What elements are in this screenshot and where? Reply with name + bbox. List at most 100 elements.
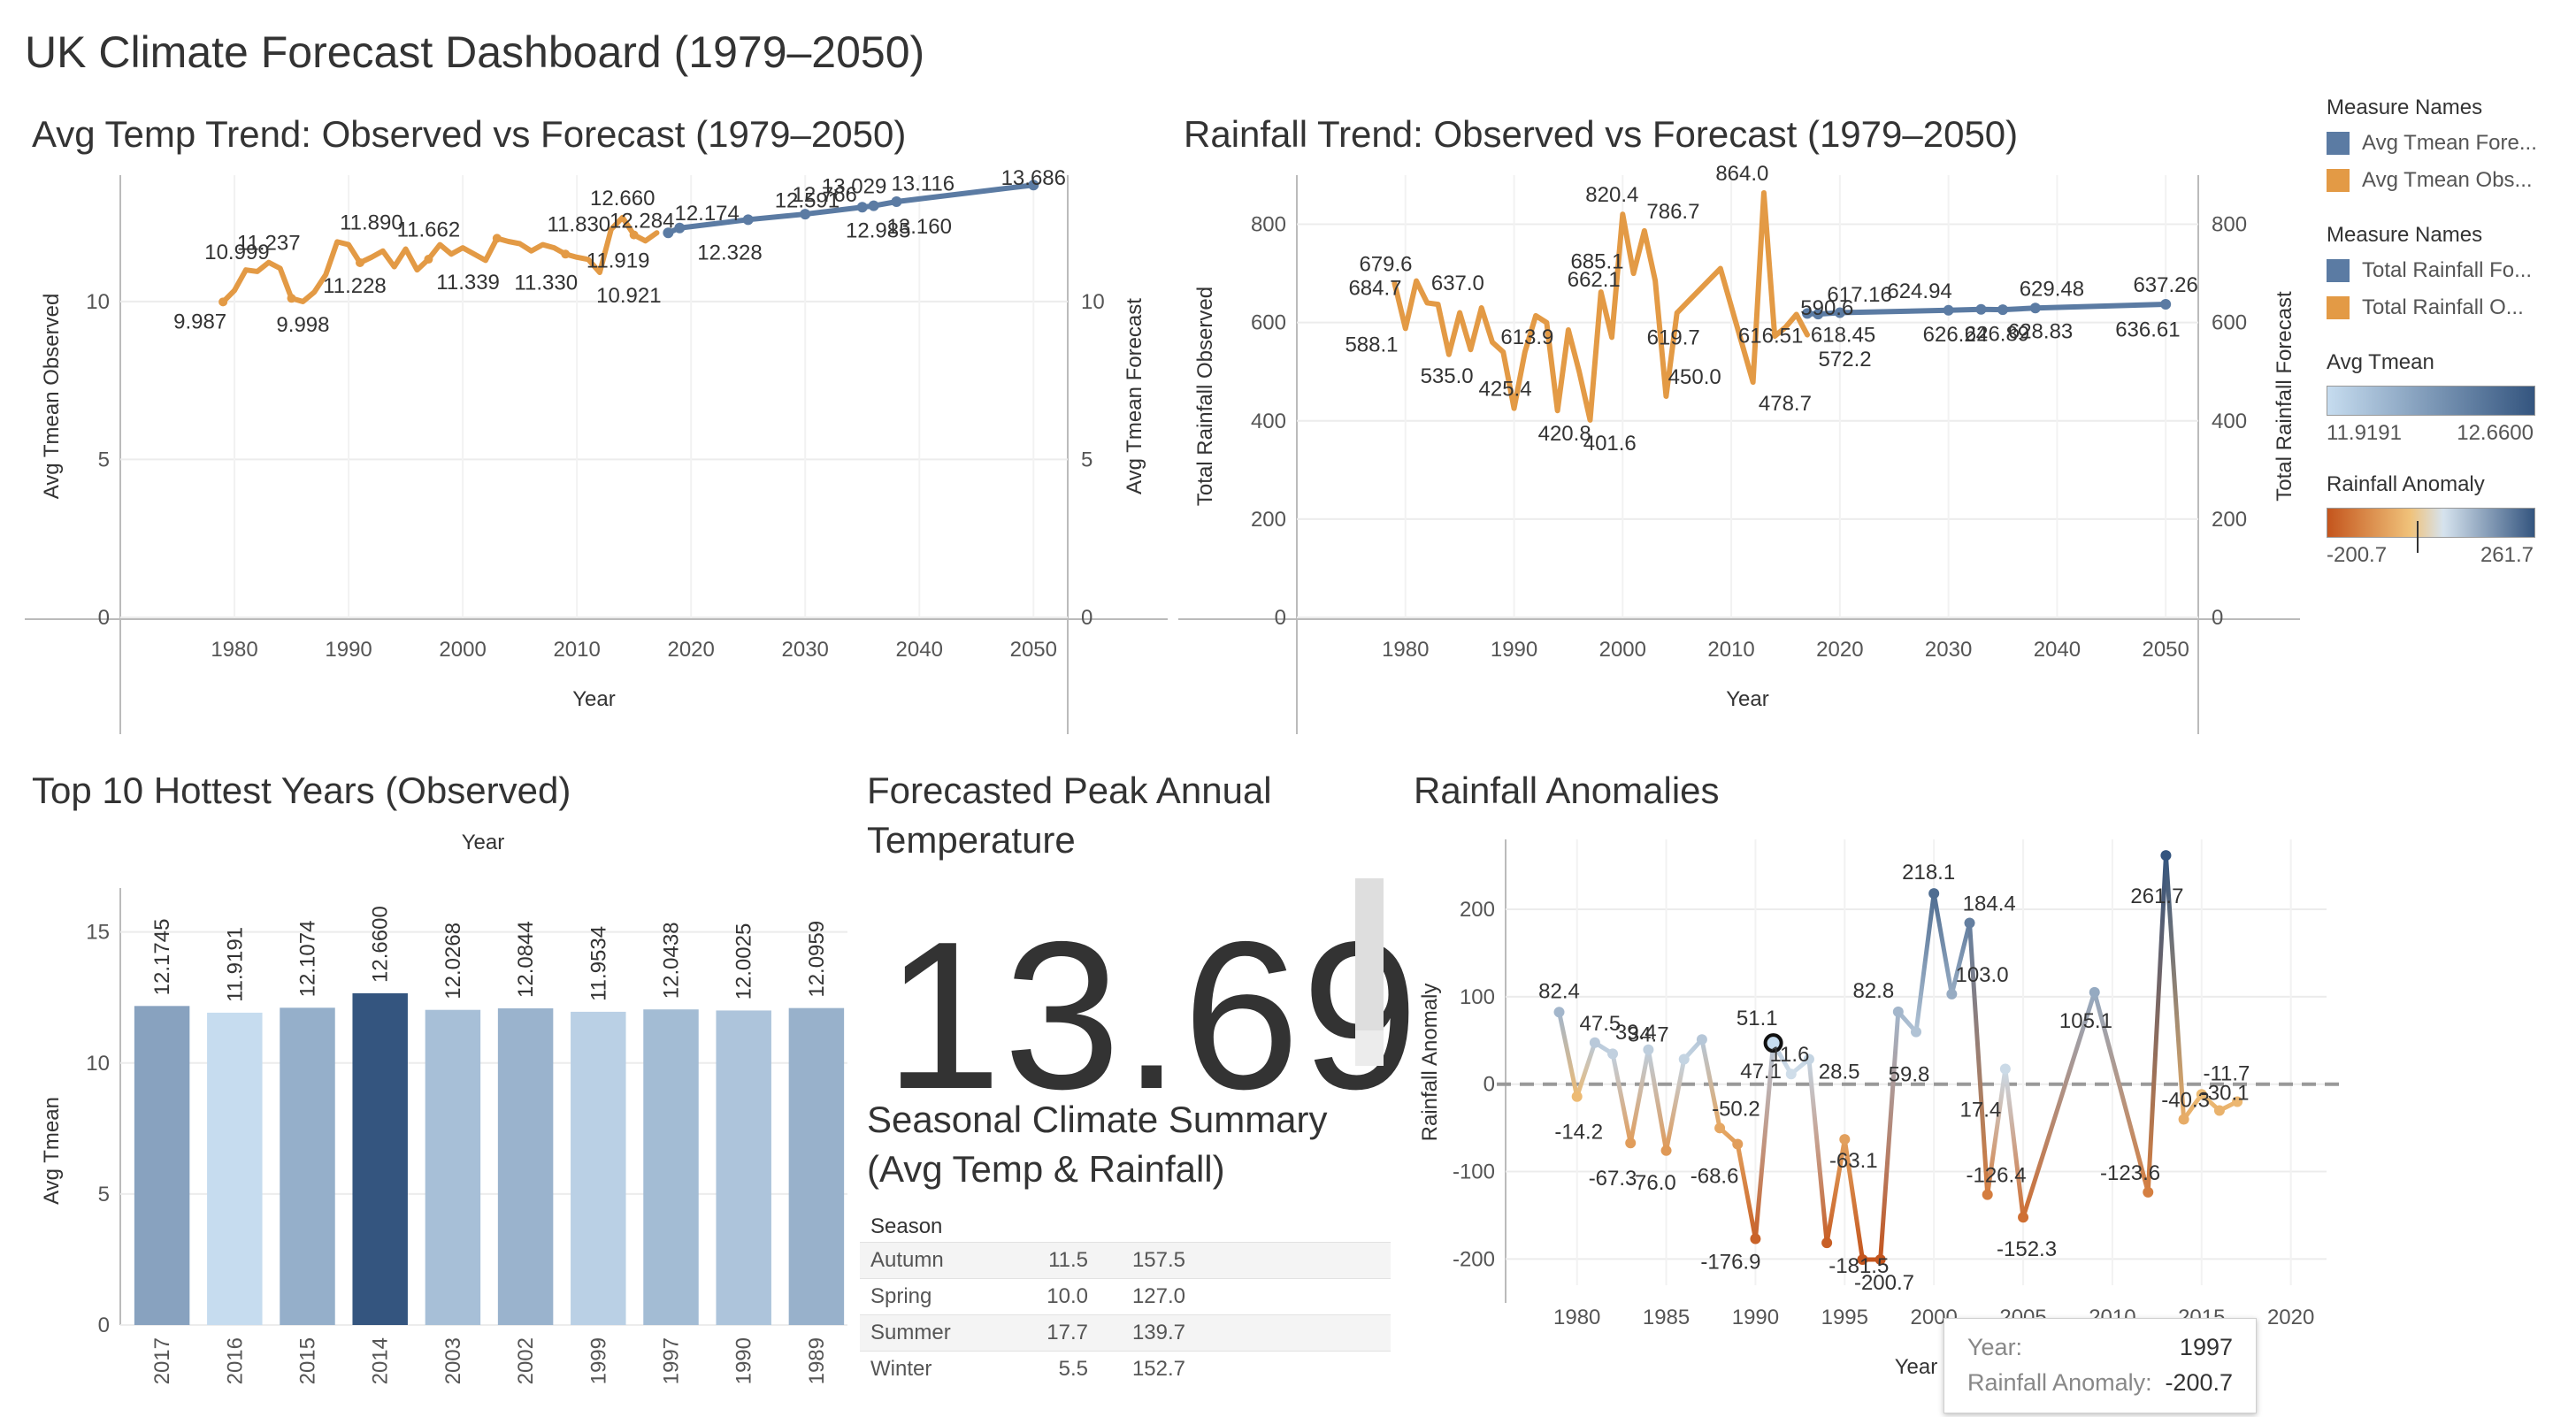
anomaly-segment	[1878, 1009, 1901, 1262]
anomaly-segment	[2163, 853, 2187, 1122]
x-tick-label: 2020	[2267, 1306, 2314, 1329]
anomaly-point	[1660, 1145, 1672, 1156]
data-label: -181.5	[1828, 1254, 1889, 1278]
forecast-point	[891, 196, 902, 207]
season-name: Summer	[870, 1321, 951, 1344]
observed-point	[492, 234, 502, 243]
data-label: 11.662	[397, 218, 461, 242]
x-tick-label: 1989	[805, 1337, 829, 1384]
data-label: 218.1	[1902, 861, 1955, 885]
data-label: 590.6	[1800, 296, 1853, 320]
anomaly-point	[2018, 1212, 2029, 1223]
anomaly-segment	[1575, 1040, 1598, 1099]
y-tick-label: 5	[98, 1183, 110, 1206]
observed-point	[218, 297, 228, 307]
anomaly-segment	[1735, 1141, 1758, 1242]
series-line-observed	[1392, 190, 1811, 423]
legend-item-avg-tmean-observed[interactable]: Avg Tmean Obs...	[2327, 168, 2565, 193]
anomaly-segment	[2003, 1067, 2026, 1220]
observed-point	[424, 255, 433, 264]
anomaly-chart-title: Rainfall Anomalies	[1414, 770, 1720, 811]
data-label: 59.8	[1889, 1063, 1930, 1087]
data-label: 12.985	[846, 218, 910, 242]
data-label: 679.6	[1359, 252, 1412, 276]
season-row[interactable]: Spring 10.0 127.0	[860, 1278, 1391, 1314]
season-rainfall: 139.7	[1131, 1321, 1185, 1344]
data-label: 261.7	[2130, 885, 2183, 908]
legend-item-avg-tmean-forecast[interactable]: Avg Tmean Fore...	[2327, 131, 2565, 156]
data-label: -152.3	[1997, 1237, 2057, 1261]
bar-value-label: 12.1745	[150, 919, 174, 996]
legend-item-rainfall-observed[interactable]: Total Rainfall O...	[2327, 295, 2565, 320]
highlighted-point	[1763, 1033, 1783, 1053]
data-label: 47.1	[1740, 1060, 1782, 1084]
anomaly-point	[1750, 1233, 1761, 1245]
x-tick-label: 1985	[1643, 1306, 1690, 1329]
forecast-point	[1997, 304, 2009, 316]
anomaly-point	[2232, 1096, 2243, 1107]
anomaly-point	[2143, 1186, 2154, 1198]
y-tick-label: 0	[1275, 606, 1286, 630]
anomaly-segment	[1842, 1137, 1865, 1262]
bar-value-label: 12.1074	[296, 921, 320, 998]
y-tick-label: 100	[1460, 985, 1495, 1009]
season-row[interactable]: Autumn 11.5 157.5	[860, 1242, 1391, 1278]
temp-trend-chart[interactable]: 0 0 5 5 10 10 1980 1990 2000 2010 2020 2030 2040 2050…	[0, 159, 1177, 743]
anomaly-point	[1911, 1026, 1921, 1038]
seasonal-title-line2: (Avg Temp & Rainfall)	[867, 1148, 1225, 1190]
y2-axis-title: Total Rainfall Forecast	[2273, 291, 2296, 502]
rain-trend-chart[interactable]: 0 0 200 200 400 400 600 600 800 800 1980 1990 2000 20…	[1150, 159, 2309, 743]
x-tick-label: 2050	[2142, 638, 2189, 662]
seasonal-title-line1: Seasonal Climate Summary	[867, 1099, 1328, 1140]
anomaly-point	[1857, 1254, 1868, 1266]
rainfall-anomaly-color-ramp	[2327, 508, 2535, 553]
x-tick-label: 1999	[586, 1337, 610, 1384]
observed-point	[629, 230, 639, 240]
forecast-point	[1975, 303, 1987, 315]
bar	[571, 1011, 626, 1325]
data-label: 12.766	[793, 183, 857, 207]
kpi-scrollbar-thumb[interactable]	[1355, 878, 1384, 1030]
top10-bar-chart[interactable]: 0 5 10 15 Year Avg Tmean 12.1745 2017 11.9191 201…	[0, 823, 858, 1417]
x-tick-label: 2010	[1707, 638, 1754, 662]
season-rainfall: 127.0	[1131, 1284, 1185, 1308]
data-label: 535.0	[1421, 364, 1474, 388]
anomaly-point	[1589, 1037, 1600, 1048]
data-label: 637.26	[2133, 273, 2197, 297]
y2-axis-title: Avg Tmean Forecast	[1123, 298, 1146, 494]
x-tick-label: 2050	[1010, 638, 1057, 662]
season-row[interactable]: Winter 5.5 152.7	[860, 1351, 1391, 1387]
season-column-header: Season	[870, 1214, 943, 1238]
anomaly-segment	[2092, 990, 2150, 1195]
y2-tick-label: 10	[1081, 290, 1105, 314]
anomaly-point	[1678, 1053, 1690, 1065]
season-name: Autumn	[870, 1248, 944, 1272]
forecast-peak-value: 13.69	[885, 899, 1421, 1133]
legend-item-rainfall-forecast[interactable]: Total Rainfall Fo...	[2327, 258, 2565, 283]
season-row[interactable]: Summer 17.7 139.7	[860, 1314, 1391, 1351]
x-tick-label: 1990	[1732, 1306, 1779, 1329]
bar-value-label: 12.6600	[369, 906, 393, 983]
data-label: 684.7	[1348, 277, 1401, 301]
forecast-point	[2160, 298, 2172, 310]
anomaly-point	[1696, 1034, 1707, 1046]
bar-value-label: 11.9534	[586, 926, 610, 1001]
rainfall-anomaly-chart[interactable]: -200-10001002001980198519901995200020052…	[1407, 818, 2576, 1417]
data-label: -63.1	[1829, 1149, 1878, 1173]
anomaly-segment	[1949, 920, 1973, 997]
forecast-point	[2029, 303, 2041, 314]
data-label: -14.2	[1554, 1121, 1603, 1145]
anomaly-point	[1999, 1063, 2011, 1075]
anomaly-segment	[1806, 1057, 1829, 1245]
anomaly-segment	[1664, 1057, 1687, 1153]
anomaly-segment	[1645, 1047, 1669, 1153]
bar	[134, 1006, 190, 1325]
season-rainfall: 152.7	[1131, 1357, 1185, 1381]
data-label: 12.284	[610, 209, 674, 233]
legend-measure-names-title-1: Measure Names	[2327, 96, 2483, 119]
data-label: 11.237	[237, 232, 301, 256]
data-label: -200.7	[1854, 1271, 1914, 1295]
season-avg-temp: 5.5	[1058, 1357, 1088, 1381]
anomaly-segment	[1985, 1067, 2008, 1198]
anomaly-point	[1785, 1068, 1797, 1080]
